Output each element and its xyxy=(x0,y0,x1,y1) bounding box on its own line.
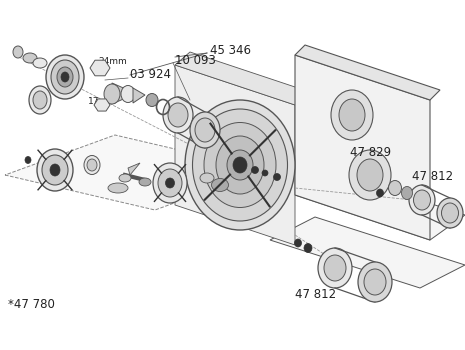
Ellipse shape xyxy=(37,149,73,191)
Polygon shape xyxy=(94,99,110,111)
Polygon shape xyxy=(295,55,430,240)
Ellipse shape xyxy=(87,159,97,171)
Ellipse shape xyxy=(163,97,193,133)
Ellipse shape xyxy=(185,100,295,230)
Ellipse shape xyxy=(318,248,352,288)
Text: 24mm: 24mm xyxy=(98,57,127,66)
Text: 45 346: 45 346 xyxy=(210,43,251,56)
Ellipse shape xyxy=(139,178,151,186)
Ellipse shape xyxy=(195,118,215,142)
Ellipse shape xyxy=(233,157,247,173)
Ellipse shape xyxy=(413,190,431,210)
Ellipse shape xyxy=(158,169,182,197)
Polygon shape xyxy=(295,45,440,100)
Ellipse shape xyxy=(216,136,264,194)
Text: 10 093: 10 093 xyxy=(175,54,216,66)
Polygon shape xyxy=(5,135,265,210)
Polygon shape xyxy=(175,65,295,245)
Polygon shape xyxy=(133,88,145,103)
Text: 17mm: 17mm xyxy=(88,98,117,106)
Ellipse shape xyxy=(57,67,73,87)
Text: 47 829: 47 829 xyxy=(350,146,391,159)
Polygon shape xyxy=(112,83,128,104)
Ellipse shape xyxy=(357,159,383,191)
Ellipse shape xyxy=(42,155,68,185)
Ellipse shape xyxy=(304,244,312,252)
Ellipse shape xyxy=(13,46,23,58)
Ellipse shape xyxy=(212,178,228,191)
Ellipse shape xyxy=(108,183,128,193)
Ellipse shape xyxy=(166,178,174,188)
Ellipse shape xyxy=(409,185,435,215)
Ellipse shape xyxy=(204,122,276,208)
Ellipse shape xyxy=(388,181,401,196)
Text: 03 924: 03 924 xyxy=(130,69,171,82)
Ellipse shape xyxy=(29,86,51,114)
Ellipse shape xyxy=(61,72,69,82)
Polygon shape xyxy=(175,52,310,105)
Ellipse shape xyxy=(190,112,220,148)
Ellipse shape xyxy=(273,174,280,181)
Ellipse shape xyxy=(377,189,384,197)
Ellipse shape xyxy=(262,170,268,176)
Polygon shape xyxy=(90,60,110,76)
Ellipse shape xyxy=(252,167,259,174)
Ellipse shape xyxy=(84,155,100,175)
Ellipse shape xyxy=(339,99,365,131)
Ellipse shape xyxy=(200,173,214,183)
Ellipse shape xyxy=(153,163,187,203)
Ellipse shape xyxy=(294,239,301,247)
Ellipse shape xyxy=(331,90,373,140)
Ellipse shape xyxy=(349,150,391,200)
Ellipse shape xyxy=(50,164,60,176)
Ellipse shape xyxy=(146,93,158,106)
Ellipse shape xyxy=(33,91,47,109)
Ellipse shape xyxy=(441,203,458,223)
Ellipse shape xyxy=(104,84,120,104)
Ellipse shape xyxy=(51,60,79,94)
Ellipse shape xyxy=(23,53,37,63)
Ellipse shape xyxy=(119,174,131,182)
Ellipse shape xyxy=(437,198,463,228)
Polygon shape xyxy=(295,170,465,240)
Text: *47 780: *47 780 xyxy=(8,299,55,312)
Ellipse shape xyxy=(227,150,253,180)
Polygon shape xyxy=(270,217,465,288)
Ellipse shape xyxy=(324,255,346,281)
Ellipse shape xyxy=(401,187,412,199)
Ellipse shape xyxy=(168,103,188,127)
Text: 47 812: 47 812 xyxy=(295,288,336,301)
Text: 47 812: 47 812 xyxy=(412,170,453,183)
Ellipse shape xyxy=(25,156,31,163)
Ellipse shape xyxy=(364,269,386,295)
Ellipse shape xyxy=(33,58,47,68)
Ellipse shape xyxy=(121,85,135,103)
Polygon shape xyxy=(128,163,140,175)
Ellipse shape xyxy=(46,55,84,99)
Ellipse shape xyxy=(358,262,392,302)
Ellipse shape xyxy=(193,109,287,221)
